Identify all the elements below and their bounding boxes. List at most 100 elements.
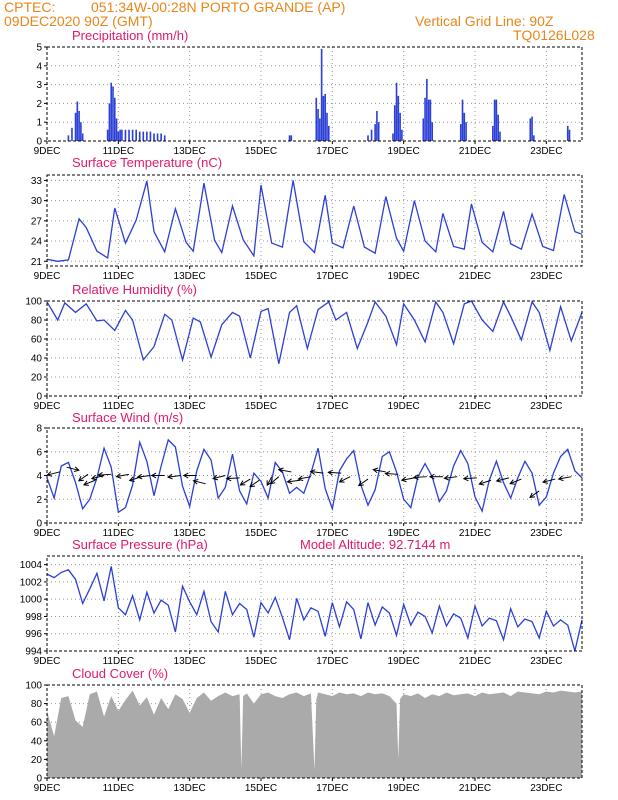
wind-vector-head (557, 475, 564, 482)
wind-vector (270, 476, 280, 485)
precip-bar (160, 133, 162, 141)
model-altitude-label: Model Altitude: 92.7144 m (300, 537, 450, 552)
y-tick-label: 2 (36, 99, 42, 110)
wind-vector-head (357, 480, 364, 487)
y-tick-label: 2 (36, 495, 42, 506)
precip-bar (115, 118, 118, 141)
wind-vector-head (90, 474, 97, 481)
y-tick-label: 40 (31, 354, 43, 365)
wind-vector-head (239, 480, 246, 486)
wind-vector (66, 466, 79, 471)
precip-bar (74, 112, 77, 141)
precip-bar (397, 95, 400, 141)
wind-speed-line (46, 438, 583, 514)
panel-2 (44, 174, 583, 269)
precip-bar (131, 129, 134, 141)
date-label: 19DEC (388, 656, 420, 667)
precip-bar (288, 135, 291, 141)
wind-vector-head (97, 472, 103, 478)
wind-vector-head (73, 466, 80, 473)
date-label: 17DEC (316, 271, 348, 282)
y-tick-label: 60 (31, 718, 43, 729)
date-label: 11DEC (103, 528, 135, 539)
wind-vector (193, 480, 206, 485)
precip-bar (80, 122, 82, 141)
wind-vector (339, 476, 351, 483)
precip-bar (326, 112, 328, 141)
precip-bar (142, 131, 145, 141)
panel-title: Precipitation (mm/h) (72, 28, 188, 43)
wind-vector-head (166, 473, 173, 480)
y-tick-label: 100 (25, 681, 42, 692)
y-tick-label: 30 (31, 196, 43, 207)
precip-bar (146, 131, 148, 141)
date-label: 9DEC (34, 783, 61, 794)
date-label: 21DEC (459, 146, 491, 157)
precip-bar (128, 129, 130, 141)
wind-vector-head (269, 478, 276, 485)
y-tick-label: 27 (31, 216, 43, 227)
y-tick-label: 4 (36, 61, 42, 72)
precip-bar (117, 131, 120, 141)
date-label: 15DEC (245, 656, 277, 667)
wind-vector (298, 476, 312, 480)
date-label: 15DEC (245, 528, 277, 539)
precip-bar (149, 131, 152, 141)
precip-bar (110, 82, 113, 141)
panel-6 (44, 684, 583, 781)
y-tick-label: 20 (31, 373, 43, 384)
wind-vector (463, 477, 477, 480)
header-source: CPTEC: (4, 0, 56, 15)
wind-vector (116, 473, 130, 478)
panel-frame (46, 684, 583, 779)
wind-vector-head (182, 472, 189, 479)
wind-vector-head (462, 475, 469, 482)
wind-vector-head (212, 474, 219, 481)
panel-3 (44, 300, 583, 399)
date-label: 15DEC (245, 146, 277, 157)
panel-title: Cloud Cover (%) (72, 666, 168, 681)
date-label: 9DEC (34, 146, 61, 157)
precip-bar (374, 124, 376, 141)
date-label: 23DEC (530, 783, 562, 794)
wind-vector (373, 469, 386, 473)
date-label: 23DEC (530, 528, 562, 539)
wind-vector-head (338, 477, 345, 483)
wind-vector-head (192, 478, 199, 485)
date-label: 13DEC (174, 271, 206, 282)
date-label: 9DEC (34, 656, 61, 667)
wind-vector-head (115, 473, 122, 479)
precip-bar (377, 122, 380, 141)
y-tick-label: 3 (36, 80, 42, 91)
header-code: TQ0126L028 (513, 27, 595, 43)
wind-vector (287, 479, 301, 483)
precip-bar (163, 135, 166, 141)
y-tick-label: 24 (31, 237, 43, 248)
date-label: 13DEC (174, 783, 206, 794)
wind-vector-head (428, 473, 435, 480)
date-label: 19DEC (388, 783, 420, 794)
precip-bar (106, 129, 109, 141)
date-label: 13DEC (174, 656, 206, 667)
y-tick-label: 1002 (20, 577, 43, 588)
wind-vector-head (266, 480, 272, 487)
precip-bar (156, 133, 159, 141)
precip-bar (67, 135, 70, 141)
precip-bar (461, 99, 464, 141)
precip-bar (327, 125, 330, 141)
y-tick-label: 60 (31, 335, 43, 346)
precip-bar (392, 133, 394, 141)
wind-vector (98, 473, 112, 476)
precip-bar (495, 99, 498, 141)
y-tick-label: 8 (36, 424, 42, 435)
date-label: 17DEC (316, 783, 348, 794)
temperature-line (46, 180, 583, 262)
precip-bar (112, 86, 114, 141)
precip-bar (290, 135, 293, 141)
wind-vector (479, 479, 492, 485)
wind-vector (509, 478, 522, 485)
wind-vector (137, 475, 151, 478)
wind-vector (266, 476, 273, 486)
date-label: 11DEC (103, 146, 135, 157)
precip-bar (431, 122, 434, 141)
